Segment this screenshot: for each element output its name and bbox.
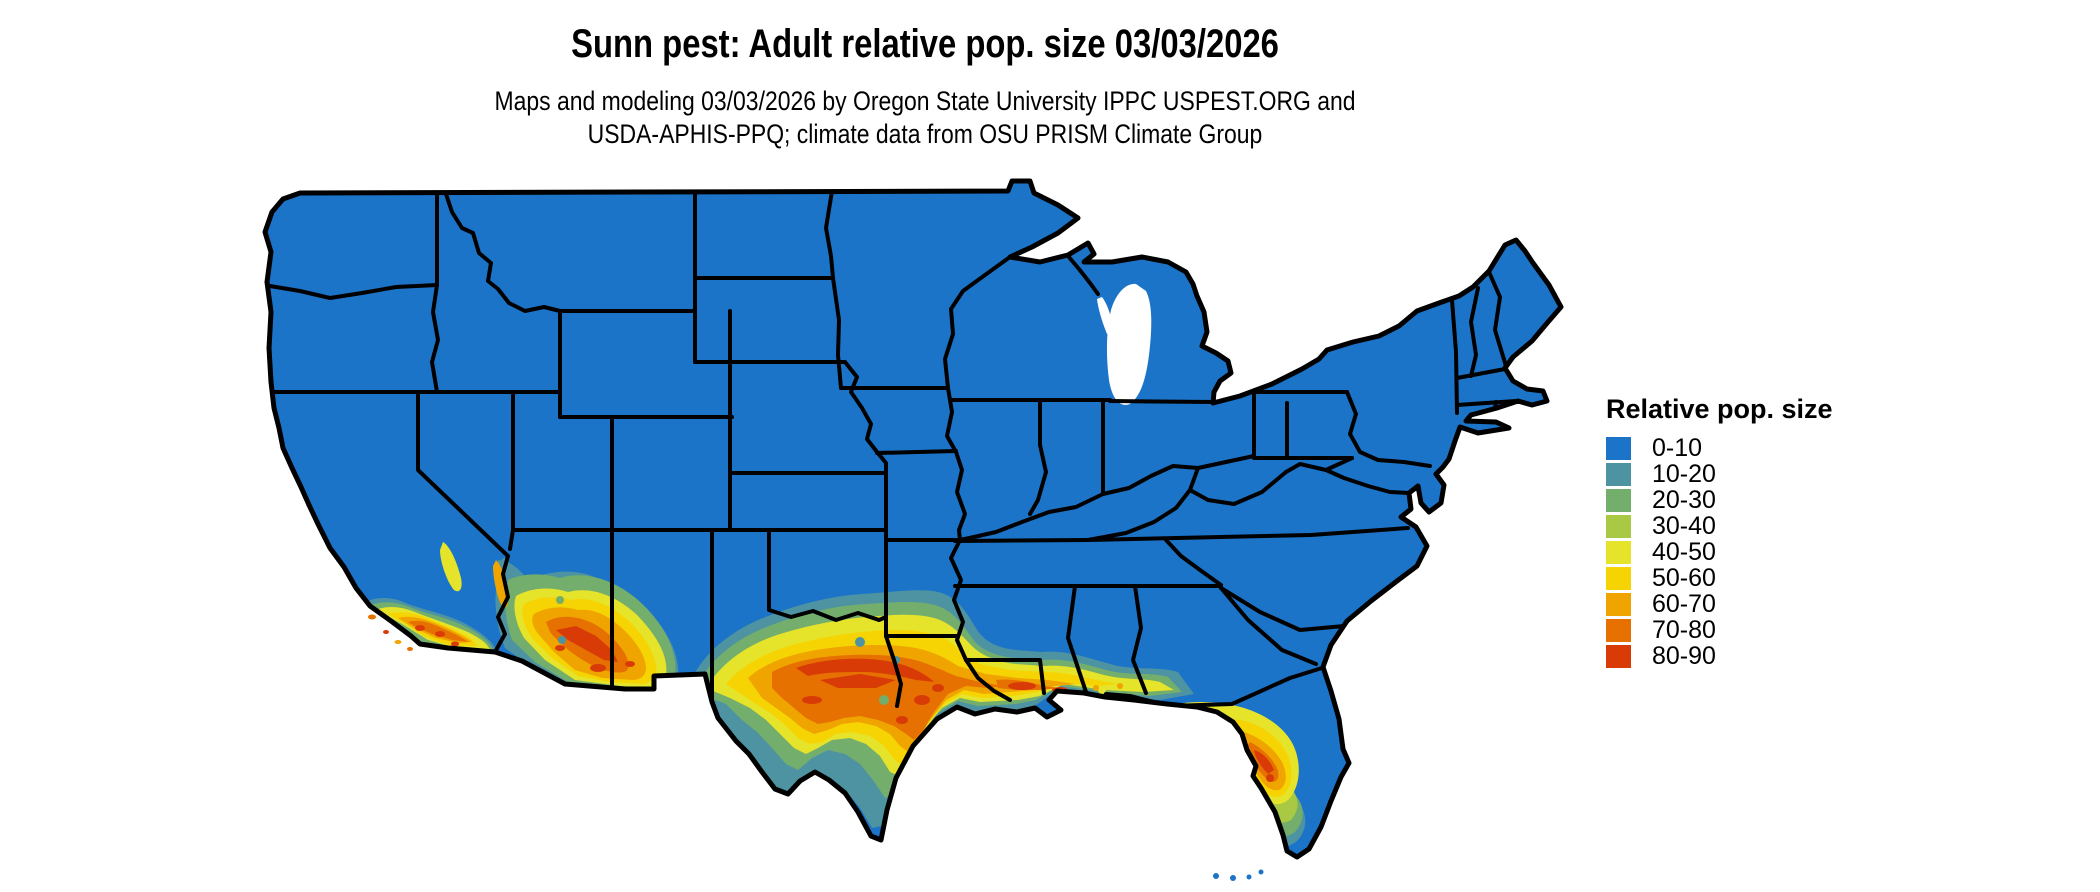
page-title: Sunn pest: Adult relative pop. size 03/0… <box>571 22 1279 66</box>
legend-swatch <box>1606 592 1631 616</box>
legend-item: 30-40 <box>1606 511 1906 540</box>
band-speckles <box>556 596 900 705</box>
legend-swatch <box>1606 566 1631 590</box>
legend-item: 40-50 <box>1606 537 1906 566</box>
legend-item: 70-80 <box>1606 615 1906 644</box>
legend-label: 0-10 <box>1652 433 1703 462</box>
legend-item: 0-10 <box>1606 433 1906 462</box>
florida-keys <box>1213 873 1219 879</box>
legend-label: 40-50 <box>1652 537 1716 566</box>
legend-item: 80-90 <box>1606 641 1906 670</box>
legend-title: Relative pop. size <box>1606 394 1833 424</box>
legend-swatch <box>1606 462 1631 486</box>
islands <box>368 614 1264 881</box>
legend-swatch <box>1606 436 1631 460</box>
legend-label: 70-80 <box>1652 615 1716 644</box>
legend-swatch <box>1606 540 1631 564</box>
legend-label: 80-90 <box>1652 641 1716 670</box>
title-block: Sunn pest: Adult relative pop. size 03/0… <box>270 0 1580 151</box>
legend-label: 50-60 <box>1652 563 1716 592</box>
lake-michigan <box>1106 283 1152 405</box>
legend-item: 20-30 <box>1606 485 1906 514</box>
legend-label: 20-30 <box>1652 485 1716 514</box>
green-bay <box>1097 297 1113 334</box>
legend-swatch <box>1606 644 1631 668</box>
subtitle: Maps and modeling 03/03/2026 by Oregon S… <box>368 67 1482 151</box>
legend: Relative pop. size 0-10 10-20 20-30 30-4… <box>1606 394 1906 670</box>
legend-item: 10-20 <box>1606 459 1906 488</box>
subtitle-line-1: Maps and modeling 03/03/2026 by Oregon S… <box>494 86 1356 116</box>
band-30-40 <box>896 716 1298 823</box>
legend-item: 60-70 <box>1606 589 1906 618</box>
legend-item: 50-60 <box>1606 563 1906 592</box>
legend-swatch <box>1606 514 1631 538</box>
state-borders <box>268 189 1518 708</box>
legend-label: 10-20 <box>1652 459 1716 488</box>
legend-label: 60-70 <box>1652 589 1716 618</box>
legend-label: 30-40 <box>1652 511 1716 540</box>
subtitle-line-2: USDA-APHIS-PPQ; climate data from OSU PR… <box>587 119 1263 149</box>
legend-swatch <box>1606 488 1631 512</box>
great-lakes <box>1097 283 1152 405</box>
conus-landmass-0-10 <box>265 181 1561 857</box>
legend-swatch <box>1606 618 1631 642</box>
